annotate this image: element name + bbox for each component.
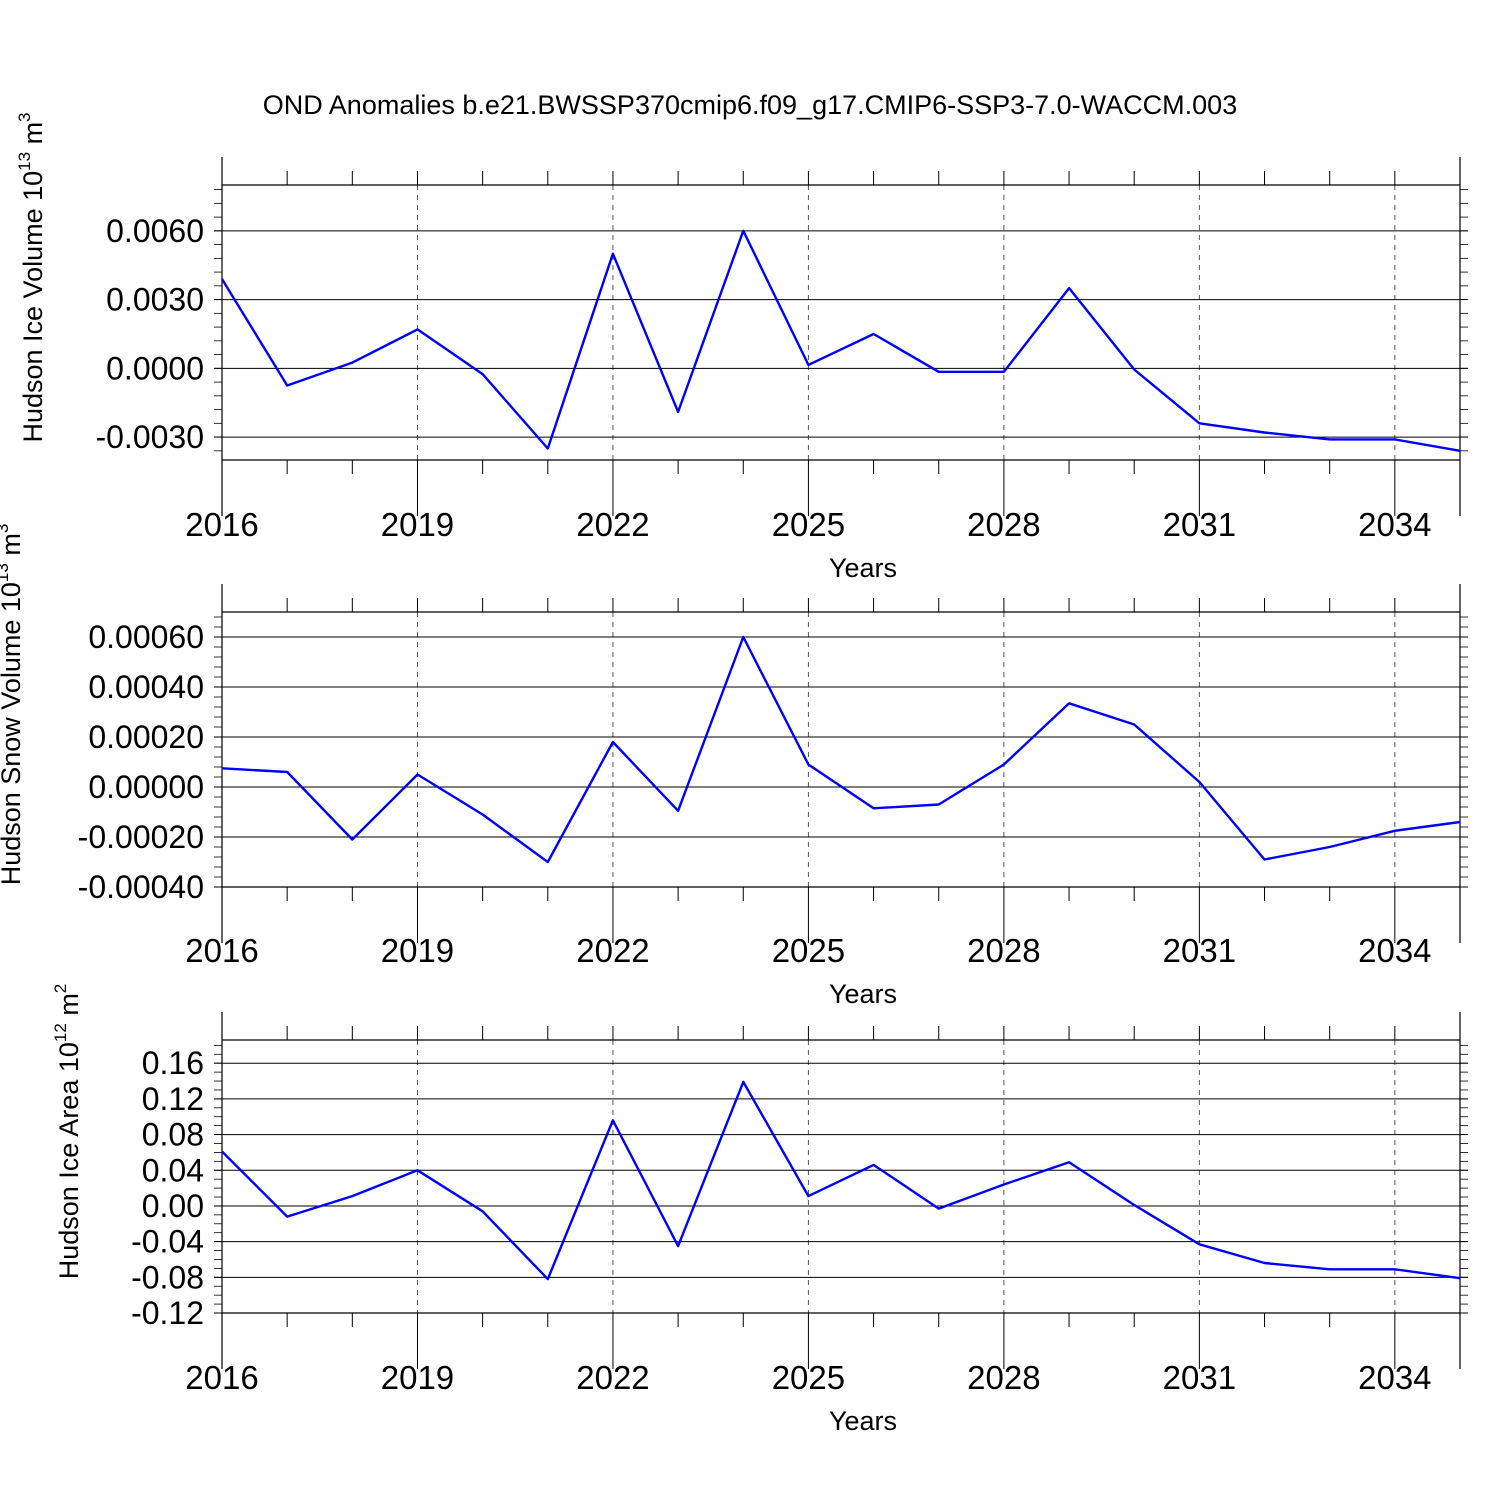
- y-tick-label: -0.08: [131, 1259, 204, 1295]
- x-tick-label: 2019: [381, 1359, 454, 1396]
- y-tick-label: 0.0000: [106, 350, 204, 386]
- x-tick-label: 2016: [185, 1359, 258, 1396]
- y-axis-label: Hudson Snow Volume 1013 m3: [0, 524, 26, 886]
- x-tick-label: 2028: [967, 1359, 1040, 1396]
- y-tick-label: -0.04: [131, 1224, 204, 1260]
- chart-panel-2: 2016 2019 2022 2025 2028 2031 2034 Years 0.00060…: [0, 524, 1468, 1009]
- x-tick-label: 2019: [381, 932, 454, 969]
- y-tick-label: 0.00: [142, 1188, 204, 1224]
- x-axis-label: Years: [829, 979, 897, 1009]
- chart-panels: 2016 2019 2022 2025 2028 2031 2034 Years 0.0060 0…: [0, 112, 1468, 1436]
- x-tick-label: 2028: [967, 506, 1040, 543]
- x-tick-label: 2022: [576, 506, 649, 543]
- y-tick-label: -0.00020: [78, 819, 204, 855]
- x-tick-label: 2025: [772, 932, 845, 969]
- y-tick-label: 0.0030: [106, 282, 204, 318]
- x-tick-label: 2016: [185, 506, 258, 543]
- x-tick-label: 2031: [1163, 932, 1236, 969]
- y-tick-label: 0.00060: [88, 619, 204, 655]
- x-tick-label: 2019: [381, 506, 454, 543]
- y-tick-label: 0.08: [142, 1117, 204, 1153]
- x-tick-label: 2025: [772, 1359, 845, 1396]
- x-tick-label: 2034: [1358, 506, 1431, 543]
- y-tick-label: 0.12: [142, 1081, 204, 1117]
- chart-panel-3: 2016 2019 2022 2025 2028 2031 2034 Years 0.160.1…: [51, 984, 1468, 1436]
- chart-title: OND Anomalies b.e21.BWSSP370cmip6.f09_g1…: [263, 90, 1237, 120]
- x-tick-label: 2016: [185, 932, 258, 969]
- x-tick-label: 2034: [1358, 1359, 1431, 1396]
- x-tick-label: 2031: [1163, 506, 1236, 543]
- y-tick-label: -0.12: [131, 1295, 204, 1331]
- y-tick-label: 0.0060: [106, 213, 204, 249]
- y-tick-label: 0.04: [142, 1152, 204, 1188]
- y-tick-label: 0.00020: [88, 719, 204, 755]
- x-tick-label: 2022: [576, 1359, 649, 1396]
- y-axis-label: Hudson Ice Area 1012 m2: [51, 984, 84, 1280]
- x-axis-label: Years: [829, 553, 897, 583]
- x-tick-label: 2031: [1163, 1359, 1236, 1396]
- y-tick-label: 0.00000: [88, 769, 204, 805]
- series-line: [220, 229, 1461, 452]
- y-axis-label: Hudson Ice Volume 1013 m3: [15, 112, 48, 442]
- y-tick-label: -0.0030: [95, 419, 204, 455]
- series-line: [221, 1080, 1461, 1281]
- y-tick-label: 0.00040: [88, 669, 204, 705]
- y-tick-label: -0.00040: [78, 869, 204, 905]
- x-axis-label: Years: [829, 1406, 897, 1436]
- x-tick-label: 2034: [1358, 932, 1431, 969]
- chart-panel-1: 2016 2019 2022 2025 2028 2031 2034 Years 0.0060 0…: [15, 112, 1468, 583]
- x-tick-label: 2028: [967, 932, 1040, 969]
- series-line: [221, 635, 1461, 864]
- x-tick-label: 2025: [772, 506, 845, 543]
- x-tick-label: 2022: [576, 932, 649, 969]
- y-tick-label: 0.16: [142, 1045, 204, 1081]
